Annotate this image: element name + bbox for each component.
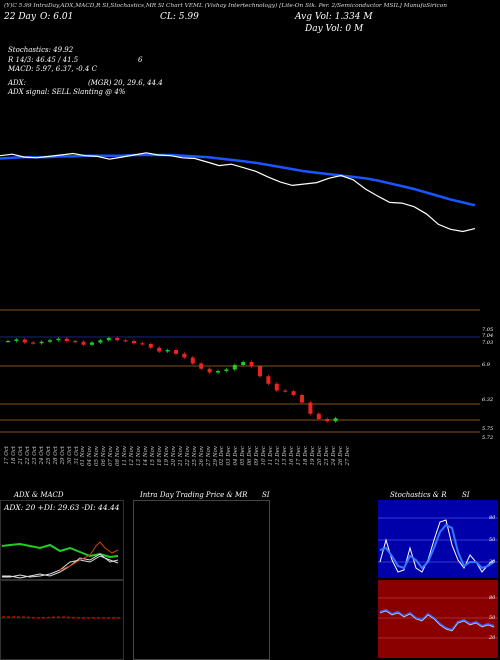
adx-panel	[0, 500, 124, 580]
candle-body	[140, 343, 145, 345]
adx-signal-readout: ADX signal: SELL Slanting @ 4%	[8, 88, 126, 96]
adx-readout: ADX:	[8, 79, 27, 87]
candle-body	[64, 338, 69, 341]
candle-body	[190, 357, 195, 364]
header-cl: CL: 5.99	[160, 12, 199, 22]
candle-body	[157, 347, 162, 352]
candle-body	[123, 340, 128, 342]
candle-body	[22, 339, 27, 343]
candle-body	[232, 365, 237, 370]
candle-body	[90, 342, 94, 345]
stoch-tick-20: 20	[489, 559, 496, 565]
stoch-panel-title: Stochastics & R	[390, 491, 447, 499]
stoch-tick-50: 50	[489, 537, 496, 543]
price-tick-2: 6.9	[482, 362, 490, 368]
candle-body	[274, 383, 279, 391]
candle-body	[207, 368, 212, 373]
candle-body	[258, 366, 262, 377]
candle-body	[148, 344, 153, 348]
candle-body	[56, 338, 61, 341]
candle-body	[31, 342, 36, 344]
header-day-vol: Day Vol: 0 M	[305, 24, 364, 34]
mgr-readout: (MGR) 20, 29.6, 44.4	[88, 79, 163, 87]
header-top-line: (Y)C 5.99 IntraDay,ADX,MACD,R SI,Stochas…	[4, 3, 448, 9]
mrsi-tick-50: 50	[489, 615, 496, 621]
candle-body	[333, 418, 338, 422]
candle-body	[81, 341, 86, 345]
candle-body	[283, 390, 288, 392]
ema-series-line	[0, 153, 476, 207]
candle-body	[291, 391, 296, 395]
candle-body	[266, 376, 271, 384]
header-date-label: 22 Day	[4, 12, 36, 22]
candle-body	[98, 340, 103, 343]
mrsi-panel	[378, 580, 498, 658]
candle-body	[199, 363, 204, 369]
adx-panel-values: ADX: 20 +DI: 29.63 -DI: 44.44	[4, 503, 120, 512]
candle-body	[73, 341, 78, 343]
candle-body	[165, 350, 170, 352]
r-right-readout: 6	[138, 56, 143, 64]
price-tick-5: 5.72	[482, 435, 494, 441]
price-tick-top-2: 7.04	[482, 333, 494, 339]
candle-body	[249, 362, 254, 367]
candle-body	[182, 353, 187, 358]
candle-body	[115, 338, 120, 341]
candle-body	[325, 419, 330, 422]
candle-body	[174, 350, 178, 354]
stoch-tick-80: 80	[489, 515, 496, 521]
stochastics-readout: Stochastics: 49.92	[8, 46, 74, 54]
intraday-panel-si: SI	[262, 491, 270, 499]
price-tick-top-1: 7.05	[482, 327, 494, 333]
candle-body	[132, 341, 136, 344]
candle-body	[39, 341, 44, 344]
candle-body	[308, 402, 313, 414]
candle-body	[216, 371, 220, 373]
header-avg-vol: Avg Vol: 1.334 M	[295, 12, 373, 22]
candle-body	[316, 413, 321, 419]
header-open: O: 6.01	[40, 12, 74, 22]
price-tick-4: 5.75	[482, 426, 494, 432]
candle-body	[241, 362, 246, 365]
intraday-panel-title: Intra Day Trading Price & MR	[140, 491, 248, 499]
r-readout: R 14/3: 46.45 / 41.5	[8, 56, 79, 64]
price-tick-3: 6.32	[482, 397, 494, 403]
mrsi-tick-80: 80	[489, 595, 496, 601]
price-tick-1: 7.03	[482, 340, 494, 346]
mrsi-tick-20: 20	[489, 635, 496, 641]
candle-body	[224, 369, 229, 371]
candle-body	[48, 340, 52, 342]
price-series-line	[0, 152, 476, 233]
candle-body	[14, 339, 19, 341]
macd-readout: MACD: 5.97, 6.37, -0.4 C	[8, 65, 97, 73]
adx-panel-title: ADX & MACD	[14, 491, 64, 499]
candle-body	[6, 341, 10, 343]
candle-body	[106, 338, 111, 341]
candle-body	[300, 395, 304, 403]
stoch-panel-si: SI	[462, 491, 470, 499]
